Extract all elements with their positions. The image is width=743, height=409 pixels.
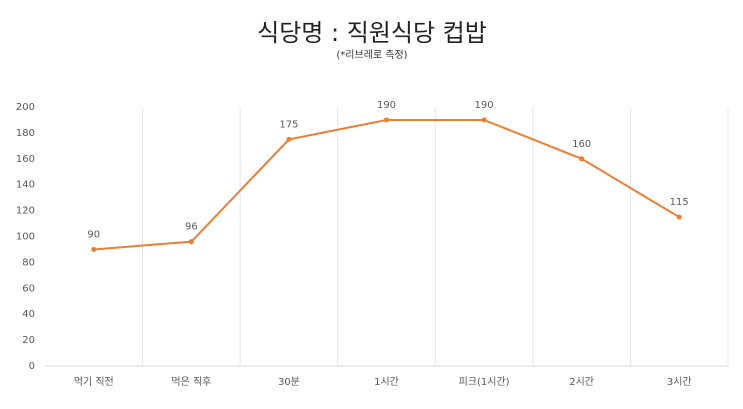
- data-label: 90: [87, 229, 100, 240]
- marker: [91, 246, 97, 252]
- x-tick-label: 3시간: [667, 376, 692, 388]
- data-label: 190: [377, 100, 396, 111]
- x-tick-label: 먹기 직전: [74, 376, 114, 388]
- x-tick-label: 피크(1시간): [459, 376, 510, 388]
- data-label: 160: [572, 139, 591, 150]
- marker: [384, 117, 389, 123]
- y-tick-label: 20: [22, 335, 35, 346]
- y-tick-label: 160: [16, 154, 35, 165]
- data-label: 115: [670, 197, 689, 208]
- x-tick-label: 1시간: [374, 376, 399, 388]
- chart-title: 식당명 : 직원식당 컵밥: [257, 19, 487, 47]
- marker: [481, 117, 487, 123]
- y-tick-label: 180: [16, 128, 35, 139]
- y-tick-label: 40: [22, 309, 35, 320]
- y-tick-label: 140: [16, 180, 35, 191]
- line: [93, 118, 680, 251]
- marker: [676, 214, 682, 220]
- data-label: 190: [475, 100, 494, 111]
- marker: [188, 239, 194, 245]
- marker: [579, 156, 585, 162]
- y-tick-label: 120: [16, 206, 35, 217]
- data-label: 96: [185, 222, 198, 233]
- x-tick-label: 먹은 직후: [171, 376, 211, 388]
- y-tick-label: 0: [29, 361, 35, 372]
- x-tick-label: 30분: [278, 376, 300, 388]
- chart-subtitle: (*리브레로 측정): [336, 49, 407, 61]
- y-tick-label: 60: [22, 283, 35, 294]
- y-tick-label: 80: [22, 257, 35, 268]
- data-label: 175: [279, 119, 298, 130]
- y-tick-label: 100: [16, 232, 35, 243]
- x-tick-label: 2시간: [569, 376, 594, 388]
- y-tick-label: 200: [16, 102, 35, 113]
- marker: [286, 136, 292, 142]
